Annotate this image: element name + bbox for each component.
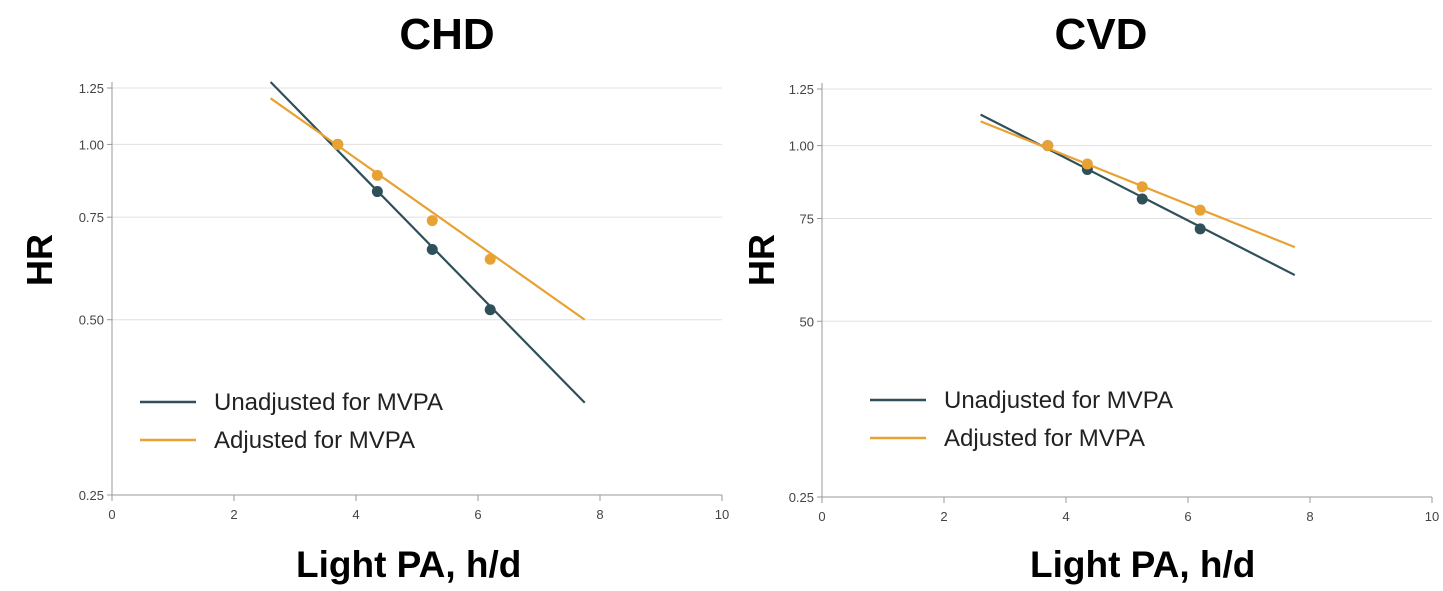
legend-label: Adjusted for MVPA [944, 425, 1145, 452]
data-point-adjusted [426, 215, 438, 227]
x-tick-label: 2 [940, 509, 947, 524]
x-tick-label: 8 [1306, 509, 1313, 524]
y-tick-label: 1.00 [79, 137, 104, 152]
x-tick-label: 0 [108, 507, 115, 522]
data-point-adjusted [1136, 181, 1148, 193]
x-tick-label: 4 [1062, 509, 1069, 524]
data-point-unadjusted [484, 304, 496, 316]
y-tick-label: 0.50 [79, 313, 104, 328]
y-tick-label: 0.25 [79, 488, 104, 503]
data-point-adjusted [1042, 140, 1054, 152]
data-point-adjusted [1194, 204, 1206, 216]
x-tick-label: 6 [1184, 509, 1191, 524]
legend-label: Unadjusted for MVPA [944, 387, 1173, 414]
y-tick-label: 50 [800, 314, 814, 329]
y-tick-label: 0.25 [789, 490, 814, 505]
cvd-panel: CVD HR Light PA, h/d 0.25 50 75 1.00 1.25 0 2 4… [722, 0, 1443, 591]
x-axis-title: Light PA, h/d [296, 544, 522, 585]
x-tick-label: 6 [474, 507, 481, 522]
data-point-adjusted [484, 253, 496, 265]
data-point-unadjusted [426, 244, 438, 256]
data-point-unadjusted [1136, 193, 1148, 205]
y-tick-label: 75 [800, 211, 814, 226]
chart-title: CHD [399, 10, 495, 59]
data-point-unadjusted [1194, 223, 1206, 235]
y-tick-label: 1.00 [789, 139, 814, 154]
y-tick-label: 1.25 [789, 82, 814, 97]
cvd-plot: 0.25 50 75 1.00 1.25 0 2 4 6 8 10 Unadjusted for MV… [789, 82, 1440, 524]
series-line-unadjusted [980, 113, 1296, 277]
x-tick-label: 2 [230, 507, 237, 522]
x-tick-label: 0 [818, 509, 825, 524]
data-point-unadjusted [371, 186, 383, 198]
x-tick-label: 10 [1425, 509, 1439, 524]
data-point-adjusted [371, 169, 383, 181]
series-line-adjusted [269, 97, 586, 321]
legend-label: Adjusted for MVPA [214, 427, 415, 454]
chd-panel: CHD HR Light PA, h/d 0.25 0.50 0.75 1.00 1.2… [19, 10, 730, 585]
x-tick-label: 10 [715, 507, 729, 522]
x-tick-label: 4 [352, 507, 359, 522]
x-tick-label: 8 [596, 507, 603, 522]
y-tick-label: 0.75 [79, 210, 104, 225]
x-axis-title: Light PA, h/d [1030, 544, 1256, 585]
series-line-unadjusted [269, 81, 586, 404]
data-point-adjusted [332, 138, 344, 150]
legend-label: Unadjusted for MVPA [214, 389, 443, 416]
chd-plot: 0.25 0.50 0.75 1.00 1.25 0 2 4 6 8 10 Unadjusted fo… [79, 81, 730, 522]
chart-title: CVD [1054, 10, 1148, 59]
y-tick-label: 1.25 [79, 81, 104, 96]
data-point-adjusted [1081, 158, 1093, 170]
